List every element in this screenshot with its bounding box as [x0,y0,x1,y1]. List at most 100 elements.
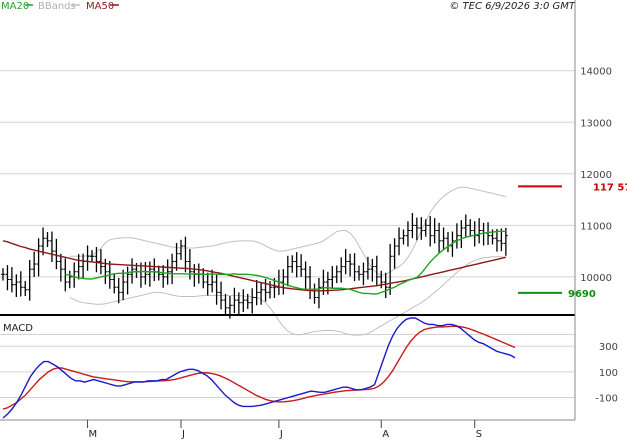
bollinger-bands [69,186,506,336]
price-bar [370,258,375,282]
legend: MA20 BBands MA50 [1,1,119,12]
price-bar [432,218,437,244]
month-label: S [476,429,482,440]
macd-tick-label: 100 [599,368,618,379]
price-bar [299,254,304,277]
price-bar [423,219,428,237]
price-bar [281,269,286,295]
month-label: M [89,429,98,440]
price-bar [54,238,59,270]
price-bar [223,293,228,315]
price-bar [232,287,237,313]
price-bar [397,227,402,256]
support-label: 9690 [568,289,596,300]
price-bar [361,262,366,286]
price-bar [330,266,335,289]
macd-title: MACD [3,323,33,334]
price-bar [477,218,482,244]
price-bar [388,243,393,295]
price-bar [499,228,504,252]
price-bar [339,257,344,283]
price-bar [468,219,473,237]
ma20-line [65,230,506,295]
month-label: J [279,429,283,440]
price-gridlines [0,70,575,336]
price-bar [219,281,224,310]
bbands-label: BBands [38,1,76,12]
price-bar [130,258,135,284]
bbands-lower [69,256,506,336]
price-bar [32,251,37,277]
price-bar [49,231,54,262]
macd-tick-label: -100 [595,393,618,404]
price-bar [463,214,468,238]
price-bar [441,227,446,251]
price-tick-label: 14000 [580,67,612,78]
price-bar [14,274,19,298]
price-bar [36,238,41,277]
month-label: J [181,429,185,440]
price-bar [503,227,508,256]
price-bar [179,239,183,260]
month-label: A [382,429,389,440]
price-bar [125,266,130,295]
price-bar [161,265,166,288]
price-bar [343,249,348,275]
price-bar [76,254,81,280]
price-bar [414,217,419,241]
macd-line [2,317,516,419]
ma50-label: MA50 [86,1,114,12]
price-bar [9,267,14,293]
price-bar [90,250,94,263]
price-bar [259,282,264,305]
ma20-label: MA20 [1,1,29,12]
price-axis: 10000 11000 12000 13000 14000 [580,67,612,284]
price-bar [494,228,499,252]
moving-averages [2,230,507,295]
price-bar [27,259,32,301]
price-bar [174,242,179,271]
macd-signal-line [2,325,516,410]
price-bar [45,232,50,248]
price-bar [23,281,28,296]
price-bar [5,265,10,291]
price-bar [357,265,361,281]
price-bar [365,256,370,280]
bbands-upper [69,186,506,276]
price-bar [263,278,268,302]
price-bar [214,274,219,305]
price-tick-label: 12000 [580,170,612,181]
price-bar [241,289,246,312]
price-bar [334,265,339,284]
price-bar [98,249,103,275]
price-bar [170,253,175,285]
price-bar [205,272,210,296]
price-bar [437,222,442,254]
price-bar [410,212,415,239]
price-bar [405,221,410,247]
price-bar [348,253,353,277]
price-bar [121,269,126,301]
price-tick-label: 13000 [580,118,612,129]
price-bar [303,261,308,290]
price-bar [236,292,241,316]
price-bar [374,255,379,287]
price-tick-label: 10000 [580,273,612,284]
price-bar [67,270,72,289]
resistance-label: 117 57 [593,182,627,193]
price-bar [383,272,388,299]
ma50-line [2,240,507,292]
price-bar [392,238,397,269]
macd-axis: -100 100 300 [595,342,618,404]
price-bar [401,229,406,245]
price-bar [316,277,321,309]
price-bar [18,271,23,297]
macd-lines [2,317,516,419]
price-bar [112,273,117,294]
price-bar [459,220,464,249]
price-bar [352,253,357,282]
price-bar [245,293,250,309]
price-bar [250,288,255,314]
